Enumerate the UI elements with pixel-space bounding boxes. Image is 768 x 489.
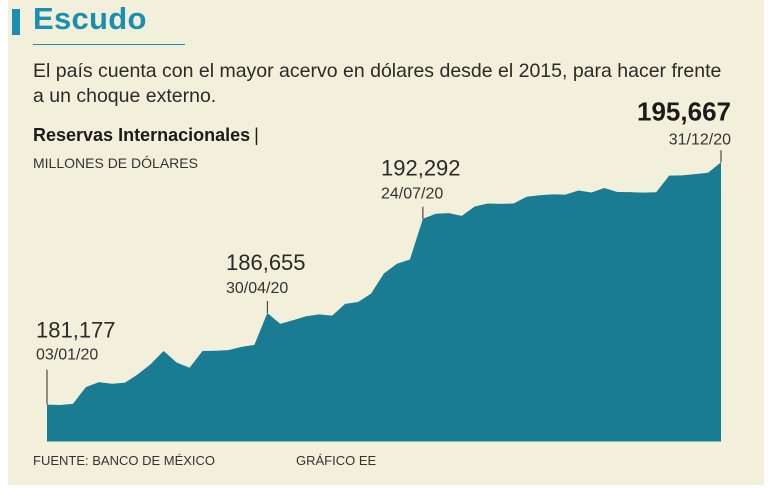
headline-subtitle: El país cuenta con el mayor acervo en dó…	[33, 60, 722, 107]
graphic-credit: GRÁFICO EE	[296, 453, 377, 468]
annotation-value-label: 181,177	[36, 318, 116, 343]
title-accent-bar	[12, 9, 20, 35]
reserves-area-series	[47, 162, 721, 441]
chart-units-label: MILLONES DE DÓLARES	[33, 155, 198, 171]
annotation-value-label: 192,292	[381, 156, 461, 181]
annotation-date-label: 03/01/20	[36, 347, 98, 364]
chart-title: Reservas Internacionales |	[33, 125, 259, 146]
annotation-date-label: 31/12/20	[669, 131, 731, 148]
source-note: FUENTE: BANCO DE MÉXICO	[33, 453, 216, 468]
headline-rule	[33, 44, 185, 45]
headline-title: Escudo	[33, 1, 147, 36]
annotation-value-label: 186,655	[226, 250, 306, 275]
annotation-date-label: 24/07/20	[381, 186, 443, 203]
annotation-value-label: 195,667	[637, 96, 731, 126]
chart-title-separator: |	[254, 125, 259, 145]
annotation-date-label: 30/04/20	[226, 280, 288, 297]
chart-title-text: Reservas Internacionales	[33, 125, 251, 145]
